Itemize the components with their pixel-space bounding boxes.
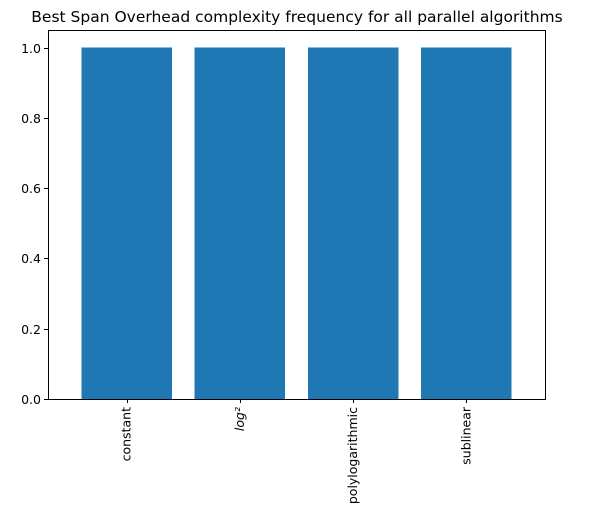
bar-1 (194, 47, 286, 399)
y-tick-label-5: 1.0 (21, 41, 41, 56)
y-tick-label-0: 0.0 (21, 392, 41, 407)
y-tick-label-3: 0.6 (21, 181, 41, 196)
plot-frame (48, 30, 546, 400)
bar-2 (307, 47, 399, 399)
bar-3 (421, 47, 512, 399)
x-tick-label-0: constant (119, 407, 134, 461)
chart-title: Best Span Overhead complexity frequency … (31, 8, 562, 26)
y-tick-label-4: 0.8 (21, 111, 41, 126)
x-axis: constant log² polylogarithmic sublinear (119, 399, 473, 504)
bars-group (81, 47, 512, 399)
y-axis: 0.0 0.2 0.4 0.6 0.8 1.0 (21, 41, 48, 407)
y-tick-label-2: 0.4 (21, 251, 41, 266)
y-tick-label-1: 0.2 (21, 322, 41, 337)
x-tick-label-2: polylogarithmic (345, 407, 360, 504)
x-tick-label-3: sublinear (458, 406, 473, 465)
bar-0 (81, 47, 172, 399)
x-tick-label-1: log² (232, 407, 247, 431)
